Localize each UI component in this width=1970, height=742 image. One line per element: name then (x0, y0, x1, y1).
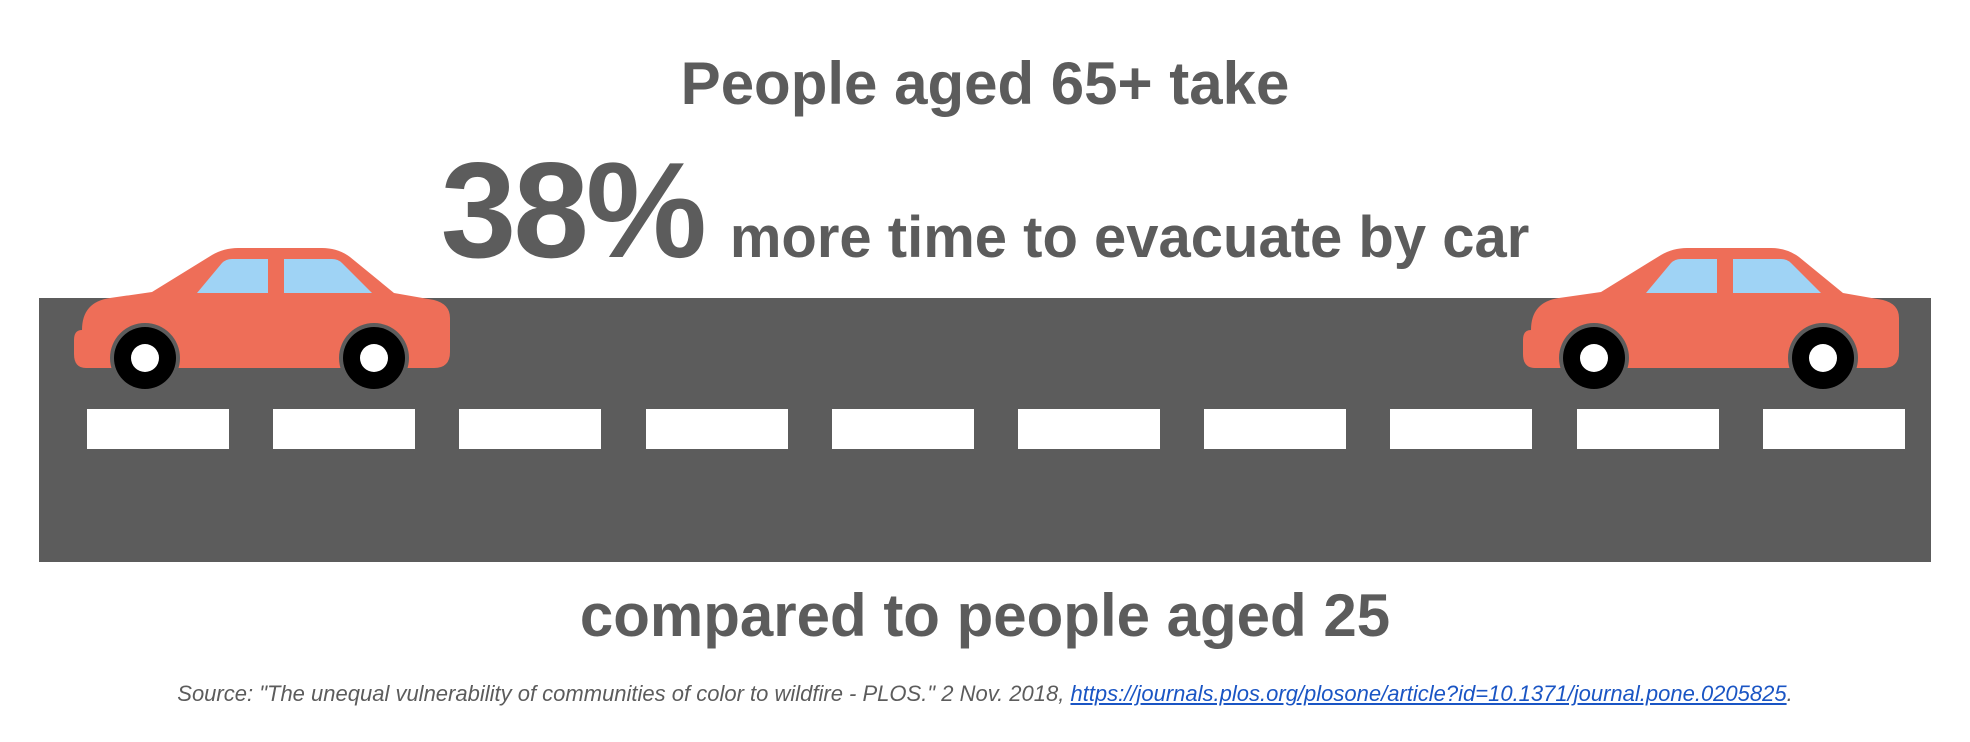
source-link[interactable]: https://journals.plos.org/plosone/articl… (1070, 681, 1787, 706)
source-text: Source: "The unequal vulnerability of co… (177, 681, 1071, 706)
car-window-front (197, 259, 268, 293)
source-end: . (1786, 681, 1793, 706)
headline-top: People aged 65+ take (680, 50, 1290, 117)
car-window-rear (1733, 259, 1821, 293)
lane-markings (87, 409, 1905, 449)
headline-bottom: compared to people aged 25 (579, 582, 1391, 649)
lane-marking (273, 409, 415, 449)
stat-value: 38% (440, 134, 707, 286)
car-icon-left (74, 248, 450, 393)
car-window-front (1646, 259, 1717, 293)
lane-marking (1390, 409, 1532, 449)
car-icon-right (1523, 248, 1899, 393)
lane-marking (1204, 409, 1346, 449)
stat-line: 38% more time to evacuate by car (0, 140, 1970, 308)
stat-text: more time to evacuate by car (729, 205, 1530, 270)
hubcap (1809, 344, 1837, 372)
lane-marking (87, 409, 229, 449)
lane-marking (1018, 409, 1160, 449)
lane-marking (832, 409, 974, 449)
hubcap (360, 344, 388, 372)
hubcap (131, 344, 159, 372)
lane-marking (646, 409, 788, 449)
car-window-rear (284, 259, 372, 293)
hubcap (1580, 344, 1608, 372)
source-citation: Source: "The unequal vulnerability of co… (0, 680, 1970, 708)
lane-marking (1577, 409, 1719, 449)
lane-marking (459, 409, 601, 449)
lane-marking (1763, 409, 1905, 449)
